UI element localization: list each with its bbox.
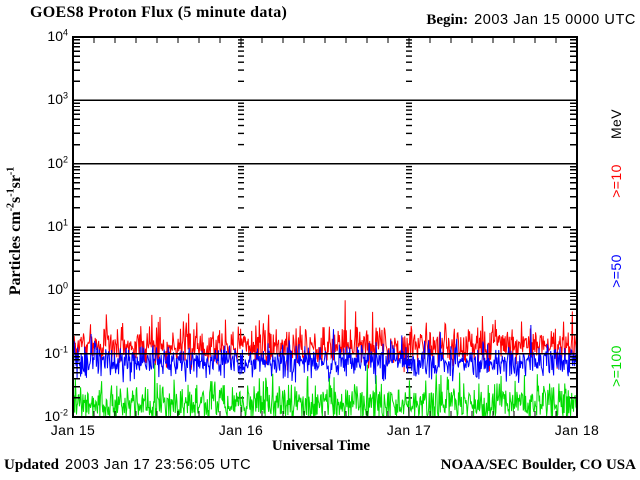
y-tick-label: 101	[47, 217, 68, 234]
chart-title: GOES8 Proton Flux (5 minute data)	[30, 4, 288, 21]
y-tick-label: 10-2	[44, 407, 68, 424]
x-tick-label: Jan 17	[386, 422, 432, 438]
begin-value: 2003 Jan 15 0000 UTC	[474, 12, 636, 28]
x-tick-label: Jan 16	[218, 422, 264, 438]
y-axis-title: Particles cm-2s-1sr-1	[5, 166, 24, 296]
grid-lines	[73, 99, 577, 355]
begin-timestamp: Begin: 2003 Jan 15 0000 UTC	[426, 12, 636, 29]
legend-ge10: >=10	[608, 164, 624, 198]
updated-label: Updated	[4, 457, 60, 473]
x-tick-label: Jan 18	[554, 422, 600, 438]
plot-frame	[72, 36, 578, 418]
series-ge100-trace	[72, 363, 578, 418]
series-ge10-trace	[72, 300, 578, 373]
updated-value: 2003 Jan 17 23:56:05 UTC	[65, 457, 252, 473]
y-tick-label: 104	[47, 27, 68, 44]
x-tick-label: Jan 15	[50, 422, 96, 438]
x-axis-title: Universal Time	[271, 438, 371, 454]
begin-label: Begin:	[426, 12, 469, 28]
legend-ge100: >=100	[608, 345, 624, 387]
y-tick-label: 100	[47, 280, 68, 298]
right-axis-unit-label: MeV	[608, 109, 624, 139]
axis-ticks	[74, 38, 576, 416]
footer-credit: NOAA/SEC Boulder, CO USA	[440, 457, 636, 473]
y-tick-label: 10-1	[44, 344, 68, 361]
footer-updated: Updated 2003 Jan 17 23:56:05 UTC	[4, 457, 251, 474]
y-tick-label: 102	[47, 154, 68, 171]
y-tick-label: 103	[47, 90, 68, 108]
legend-ge50: >=50	[608, 254, 624, 288]
